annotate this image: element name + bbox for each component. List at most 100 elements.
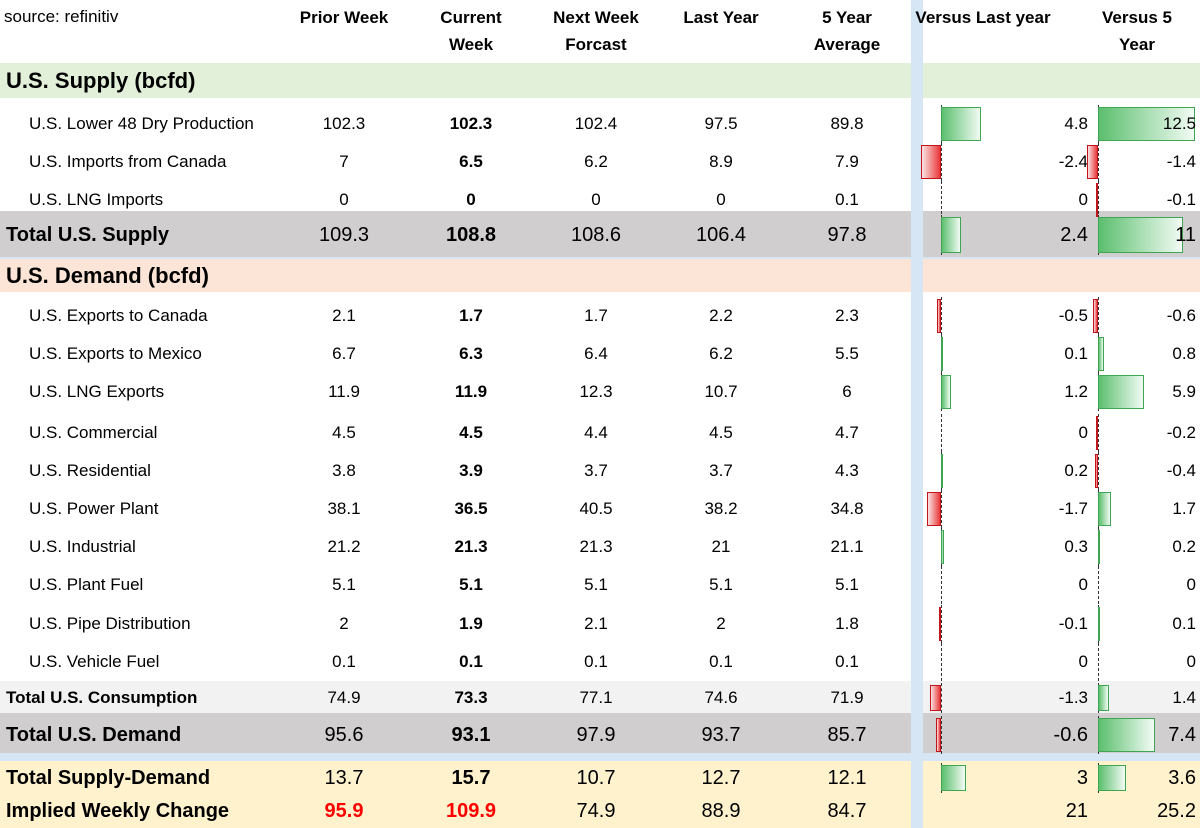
cell-last-year: 3.7: [709, 461, 733, 480]
demand-band-right: [923, 259, 1200, 292]
cell-vs-5y: 7.4: [1168, 723, 1196, 746]
negative-bar: [936, 718, 941, 752]
cell-next: 77.1: [579, 688, 613, 707]
row-label: U.S. Pipe Distribution: [29, 614, 191, 633]
cell-avg5: 71.9: [830, 688, 864, 707]
cell-current: 4.5: [459, 423, 483, 442]
cell-avg5: 2.3: [835, 306, 859, 325]
cell-current: 0.1: [459, 652, 483, 671]
summary-band: [0, 761, 911, 828]
cell-last-year: 88.9: [701, 799, 741, 822]
demand-row: U.S. Industrial 21.2 21.3 21.3 21 21.1 0.3 0.2: [0, 528, 1200, 566]
header-5-year-average: 5 Year Average: [813, 8, 881, 54]
cell-prior: 3.8: [332, 461, 356, 480]
cell-avg5: 34.8: [830, 499, 864, 518]
header-versus-5-year: Versus 5 Year: [1102, 8, 1172, 54]
cell-current: 73.3: [454, 688, 488, 707]
demand-section-title: U.S. Demand (bcfd): [6, 262, 209, 288]
positive-bar: [1098, 718, 1156, 752]
cell-vs-ly: -2.4: [1058, 152, 1088, 171]
negative-bar: [939, 607, 941, 641]
implied-change-row: Implied Weekly Change 95.9 109.9 74.9 88.9 84…: [0, 795, 1200, 827]
demand-row: U.S. Vehicle Fuel 0.1 0.1 0.1 0.1 0.1 0 0: [0, 643, 1200, 681]
row-label: U.S. Power Plant: [29, 499, 159, 518]
positive-bar: [1098, 765, 1126, 791]
supply-row: U.S. Imports from Canada 7 6.5 6.2 8.9 7.9 -2.…: [0, 143, 1200, 181]
total-demand-band: [0, 713, 911, 753]
total-supply-row: Total U.S. Supply 109.3 108.8 108.6 106.4 97.…: [0, 215, 1200, 255]
demand-row: U.S. Power Plant 38.1 36.5 40.5 38.2 34.8 -1.7…: [0, 490, 1200, 528]
cell-current: 11.9: [454, 382, 488, 401]
cell-vs-ly: -0.5: [1058, 306, 1088, 325]
demand-band: [0, 259, 911, 292]
cell-vs-ly: -0.6: [1053, 723, 1088, 746]
negative-bar: [1096, 416, 1098, 450]
cell-prior: 109.3: [318, 223, 370, 246]
cell-next: 102.4: [574, 114, 618, 133]
cell-next: 5.1: [584, 575, 608, 594]
row-label: Total U.S. Demand: [6, 723, 182, 746]
positive-bar: [1098, 337, 1105, 371]
negative-bar: [926, 492, 941, 526]
cell-prior: 5.1: [332, 575, 356, 594]
cell-avg5: 0.1: [835, 190, 859, 209]
positive-bar: [941, 375, 951, 409]
cell-current: 1.9: [459, 614, 483, 633]
bar-axis: [1098, 181, 1099, 219]
cell-last-year: 5.1: [709, 575, 733, 594]
cell-vs-5y: 12.5: [1162, 114, 1196, 133]
positive-bar: [1098, 492, 1112, 526]
row-label: U.S. LNG Imports: [29, 190, 164, 209]
cell-prior: 2: [339, 614, 349, 633]
supply-section-title: U.S. Supply (bcfd): [6, 67, 196, 93]
bar-axis: [941, 297, 942, 335]
cell-avg5: 97.8: [827, 223, 867, 246]
header-last-year: Last Year: [683, 8, 759, 27]
cell-vs-ly: 0: [1078, 423, 1088, 442]
cell-avg5: 89.8: [830, 114, 864, 133]
cell-vs-5y: -0.6: [1166, 306, 1196, 325]
bar-axis: [941, 414, 942, 452]
cell-last-year: 8.9: [709, 152, 733, 171]
cell-next: 21.3: [579, 537, 613, 556]
cell-vs-ly: -1.7: [1058, 499, 1088, 518]
consumption-band: [0, 681, 911, 713]
cell-vs-5y: 25.2: [1157, 799, 1196, 822]
positive-bar: [941, 217, 961, 253]
cell-next: 4.4: [584, 423, 608, 442]
cell-vs-5y: -0.2: [1166, 423, 1196, 442]
cell-prior: 102.3: [322, 114, 366, 133]
cell-prior: 2.1: [332, 306, 356, 325]
cell-next: 2.1: [584, 614, 608, 633]
positive-bar: [941, 337, 943, 371]
row-label: Total U.S. Supply: [6, 223, 169, 246]
cell-avg5: 21.1: [830, 537, 864, 556]
positive-bar: [1098, 107, 1195, 141]
cell-prior: 11.9: [328, 382, 360, 401]
negative-bar: [936, 299, 941, 333]
bar-axis: [1098, 643, 1099, 681]
cell-vs-ly: 2.4: [1060, 223, 1088, 246]
cell-next: 6.4: [584, 344, 608, 363]
cell-last-year: 6.2: [709, 344, 733, 363]
demand-row: U.S. Exports to Canada 2.1 1.7 1.7 2.2 2.3 -0.…: [0, 297, 1200, 335]
row-label: U.S. Residential: [29, 461, 151, 480]
row-label: U.S. Vehicle Fuel: [29, 652, 160, 671]
bar-axis: [941, 143, 942, 181]
supply-row: U.S. LNG Imports 0 0 0 0 0.1 0 -0.1: [0, 181, 1200, 219]
cell-vs-5y: 5.9: [1172, 382, 1196, 401]
row-label: U.S. Industrial: [29, 537, 136, 556]
bar-axis: [941, 181, 942, 219]
negative-bar: [1087, 145, 1098, 179]
row-label: Implied Weekly Change: [6, 799, 230, 822]
cell-vs-5y: -0.1: [1166, 190, 1196, 209]
demand-row: U.S. Commercial 4.5 4.5 4.4 4.5 4.7 0 -0.2: [0, 414, 1200, 452]
cell-vs-ly: 0.2: [1064, 461, 1088, 480]
source-label: source: refinitiv: [4, 7, 119, 26]
negative-bar: [1096, 183, 1098, 217]
cell-next: 97.9: [576, 723, 616, 746]
cell-current: 36.5: [454, 499, 488, 518]
cell-vs-5y: 1.4: [1172, 688, 1196, 707]
cell-last-year: 0: [716, 190, 726, 209]
cell-avg5: 4.3: [835, 461, 859, 480]
